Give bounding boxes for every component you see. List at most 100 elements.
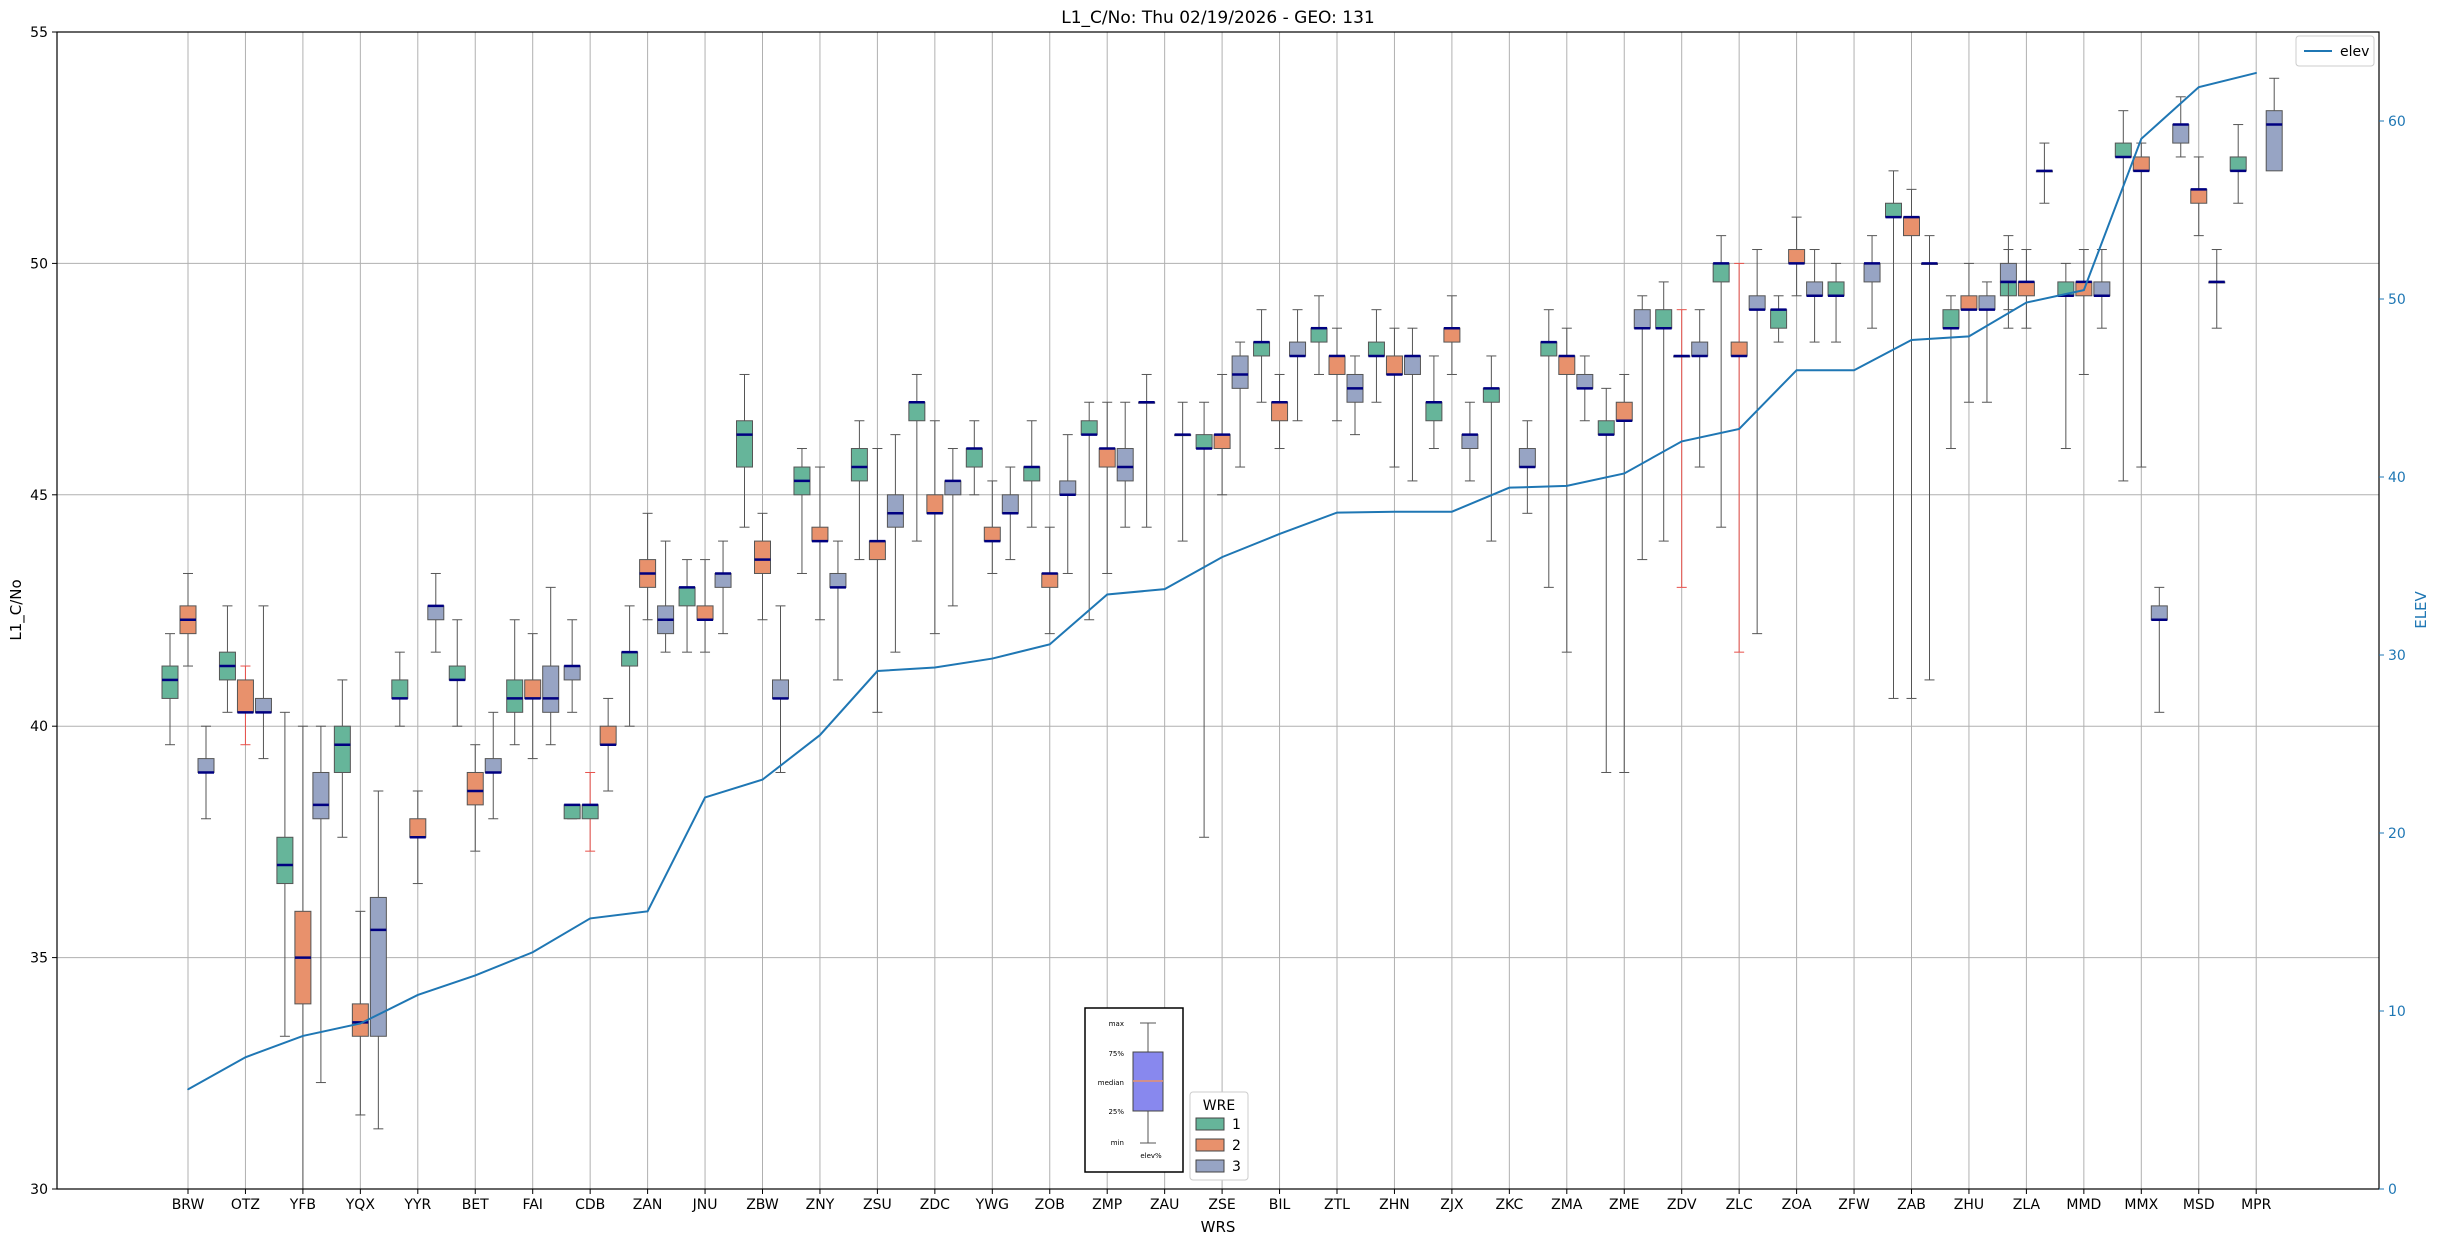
x-tick-label: ZAN — [633, 1197, 663, 1213]
box — [944, 480, 962, 496]
elev-point — [1106, 593, 1108, 596]
y2-tick-label: 50 — [2388, 292, 2406, 308]
box — [1385, 355, 1403, 375]
box — [369, 896, 387, 1037]
box — [1080, 420, 1098, 436]
box — [1540, 341, 1558, 357]
y-tick-label: 30 — [30, 1182, 48, 1198]
box — [714, 572, 732, 588]
wre-legend-label-1: 1 — [1232, 1117, 1241, 1133]
box — [908, 401, 926, 422]
x-tick-label: ZME — [1609, 1197, 1640, 1213]
box — [1518, 448, 1536, 468]
box — [1827, 281, 1845, 297]
x-tick-label: ZFW — [1838, 1197, 1870, 1213]
box — [2190, 188, 2208, 204]
chart-title: L1_C/No: Thu 02/19/2026 - GEO: 131 — [1061, 8, 1374, 28]
box — [448, 665, 466, 681]
box — [1023, 466, 1041, 482]
elev-point — [1910, 339, 1913, 341]
box — [2017, 281, 2035, 297]
box — [563, 665, 581, 681]
box — [484, 758, 502, 773]
boxplots — [161, 77, 2283, 1190]
inset-label-median: median — [1098, 1079, 1124, 1087]
elev-point — [1795, 369, 1798, 372]
y2-tick-label: 10 — [2388, 1004, 2406, 1020]
box — [850, 448, 868, 482]
x-tick-label: FAI — [522, 1197, 542, 1213]
elev-point — [704, 796, 706, 799]
y2-tick-label: 20 — [2388, 826, 2406, 842]
x-tick-label: ZHU — [1954, 1197, 1984, 1213]
elev-point — [1566, 485, 1568, 487]
elev-point — [819, 734, 821, 736]
x-tick-label: ZOB — [1035, 1197, 1065, 1213]
y-tick-label: 55 — [30, 25, 48, 41]
box — [1885, 202, 1902, 218]
box — [1978, 295, 1996, 311]
elev-point — [531, 951, 534, 954]
y2-tick-label: 40 — [2388, 470, 2406, 486]
box — [1770, 309, 1788, 329]
x-tick-label: OTZ — [231, 1197, 260, 1213]
box — [1443, 327, 1461, 343]
x-tick-label: ZOA — [1782, 1197, 1812, 1213]
boxplot-key-inset: max 75% median 25% min elev% — [1084, 1007, 1184, 1173]
box — [1328, 355, 1346, 375]
x-tick-label: MPR — [2241, 1197, 2272, 1213]
elev-point — [1163, 588, 1166, 590]
x-tick-label: ZLA — [2013, 1197, 2041, 1213]
elev-point — [2255, 72, 2257, 74]
box — [983, 526, 1001, 542]
elev-point — [359, 1022, 362, 1025]
box — [1195, 434, 1213, 450]
box — [466, 771, 484, 806]
x-tick-label: YWG — [975, 1197, 1009, 1213]
elev-point — [2140, 138, 2143, 140]
x-tick-label: ZJX — [1440, 1197, 1464, 1213]
elev-point — [761, 778, 764, 781]
box — [736, 420, 753, 468]
wre-legend-label-2: 2 — [1232, 1138, 1241, 1154]
box — [868, 540, 886, 561]
elev-legend-frame — [2295, 35, 2375, 67]
elev-point — [474, 974, 477, 977]
x-tick-label: MSD — [2183, 1197, 2215, 1213]
box — [1310, 327, 1328, 343]
plot-frame — [56, 31, 2380, 1190]
box — [236, 679, 254, 713]
x-tick-label: ZLC — [1726, 1197, 1753, 1213]
x-tick-label: ZBW — [746, 1197, 779, 1213]
elev-point — [1221, 556, 1223, 558]
box — [2114, 142, 2132, 158]
box — [2172, 124, 2190, 144]
elev-point — [1508, 486, 1511, 489]
elev-point — [417, 994, 419, 996]
box — [1059, 480, 1077, 496]
box — [829, 572, 847, 588]
x-tick-label: ZAU — [1150, 1197, 1179, 1213]
inset-label-q1: 25% — [1108, 1108, 1124, 1116]
x-tick-label: ZDC — [920, 1197, 950, 1213]
elev-point — [991, 657, 994, 660]
x-tick-label: ZSU — [863, 1197, 892, 1213]
y2-axis-label: ELEV — [2412, 590, 2430, 628]
y2-tick-label: 30 — [2388, 648, 2406, 664]
box — [312, 771, 330, 820]
box — [1999, 262, 2017, 283]
x-tick-label: JNU — [692, 1197, 718, 1213]
elev-point — [1048, 643, 1051, 646]
box — [1001, 494, 1019, 514]
box — [1041, 572, 1059, 588]
box — [1271, 401, 1289, 422]
box — [2229, 156, 2247, 172]
box — [1691, 341, 1709, 357]
box — [161, 665, 179, 699]
box — [409, 818, 427, 838]
inset-caption: elev% — [1140, 1152, 1162, 1160]
box — [886, 494, 904, 528]
y2-tick-label: 0 — [2388, 1182, 2397, 1198]
elev-point — [244, 1056, 247, 1059]
